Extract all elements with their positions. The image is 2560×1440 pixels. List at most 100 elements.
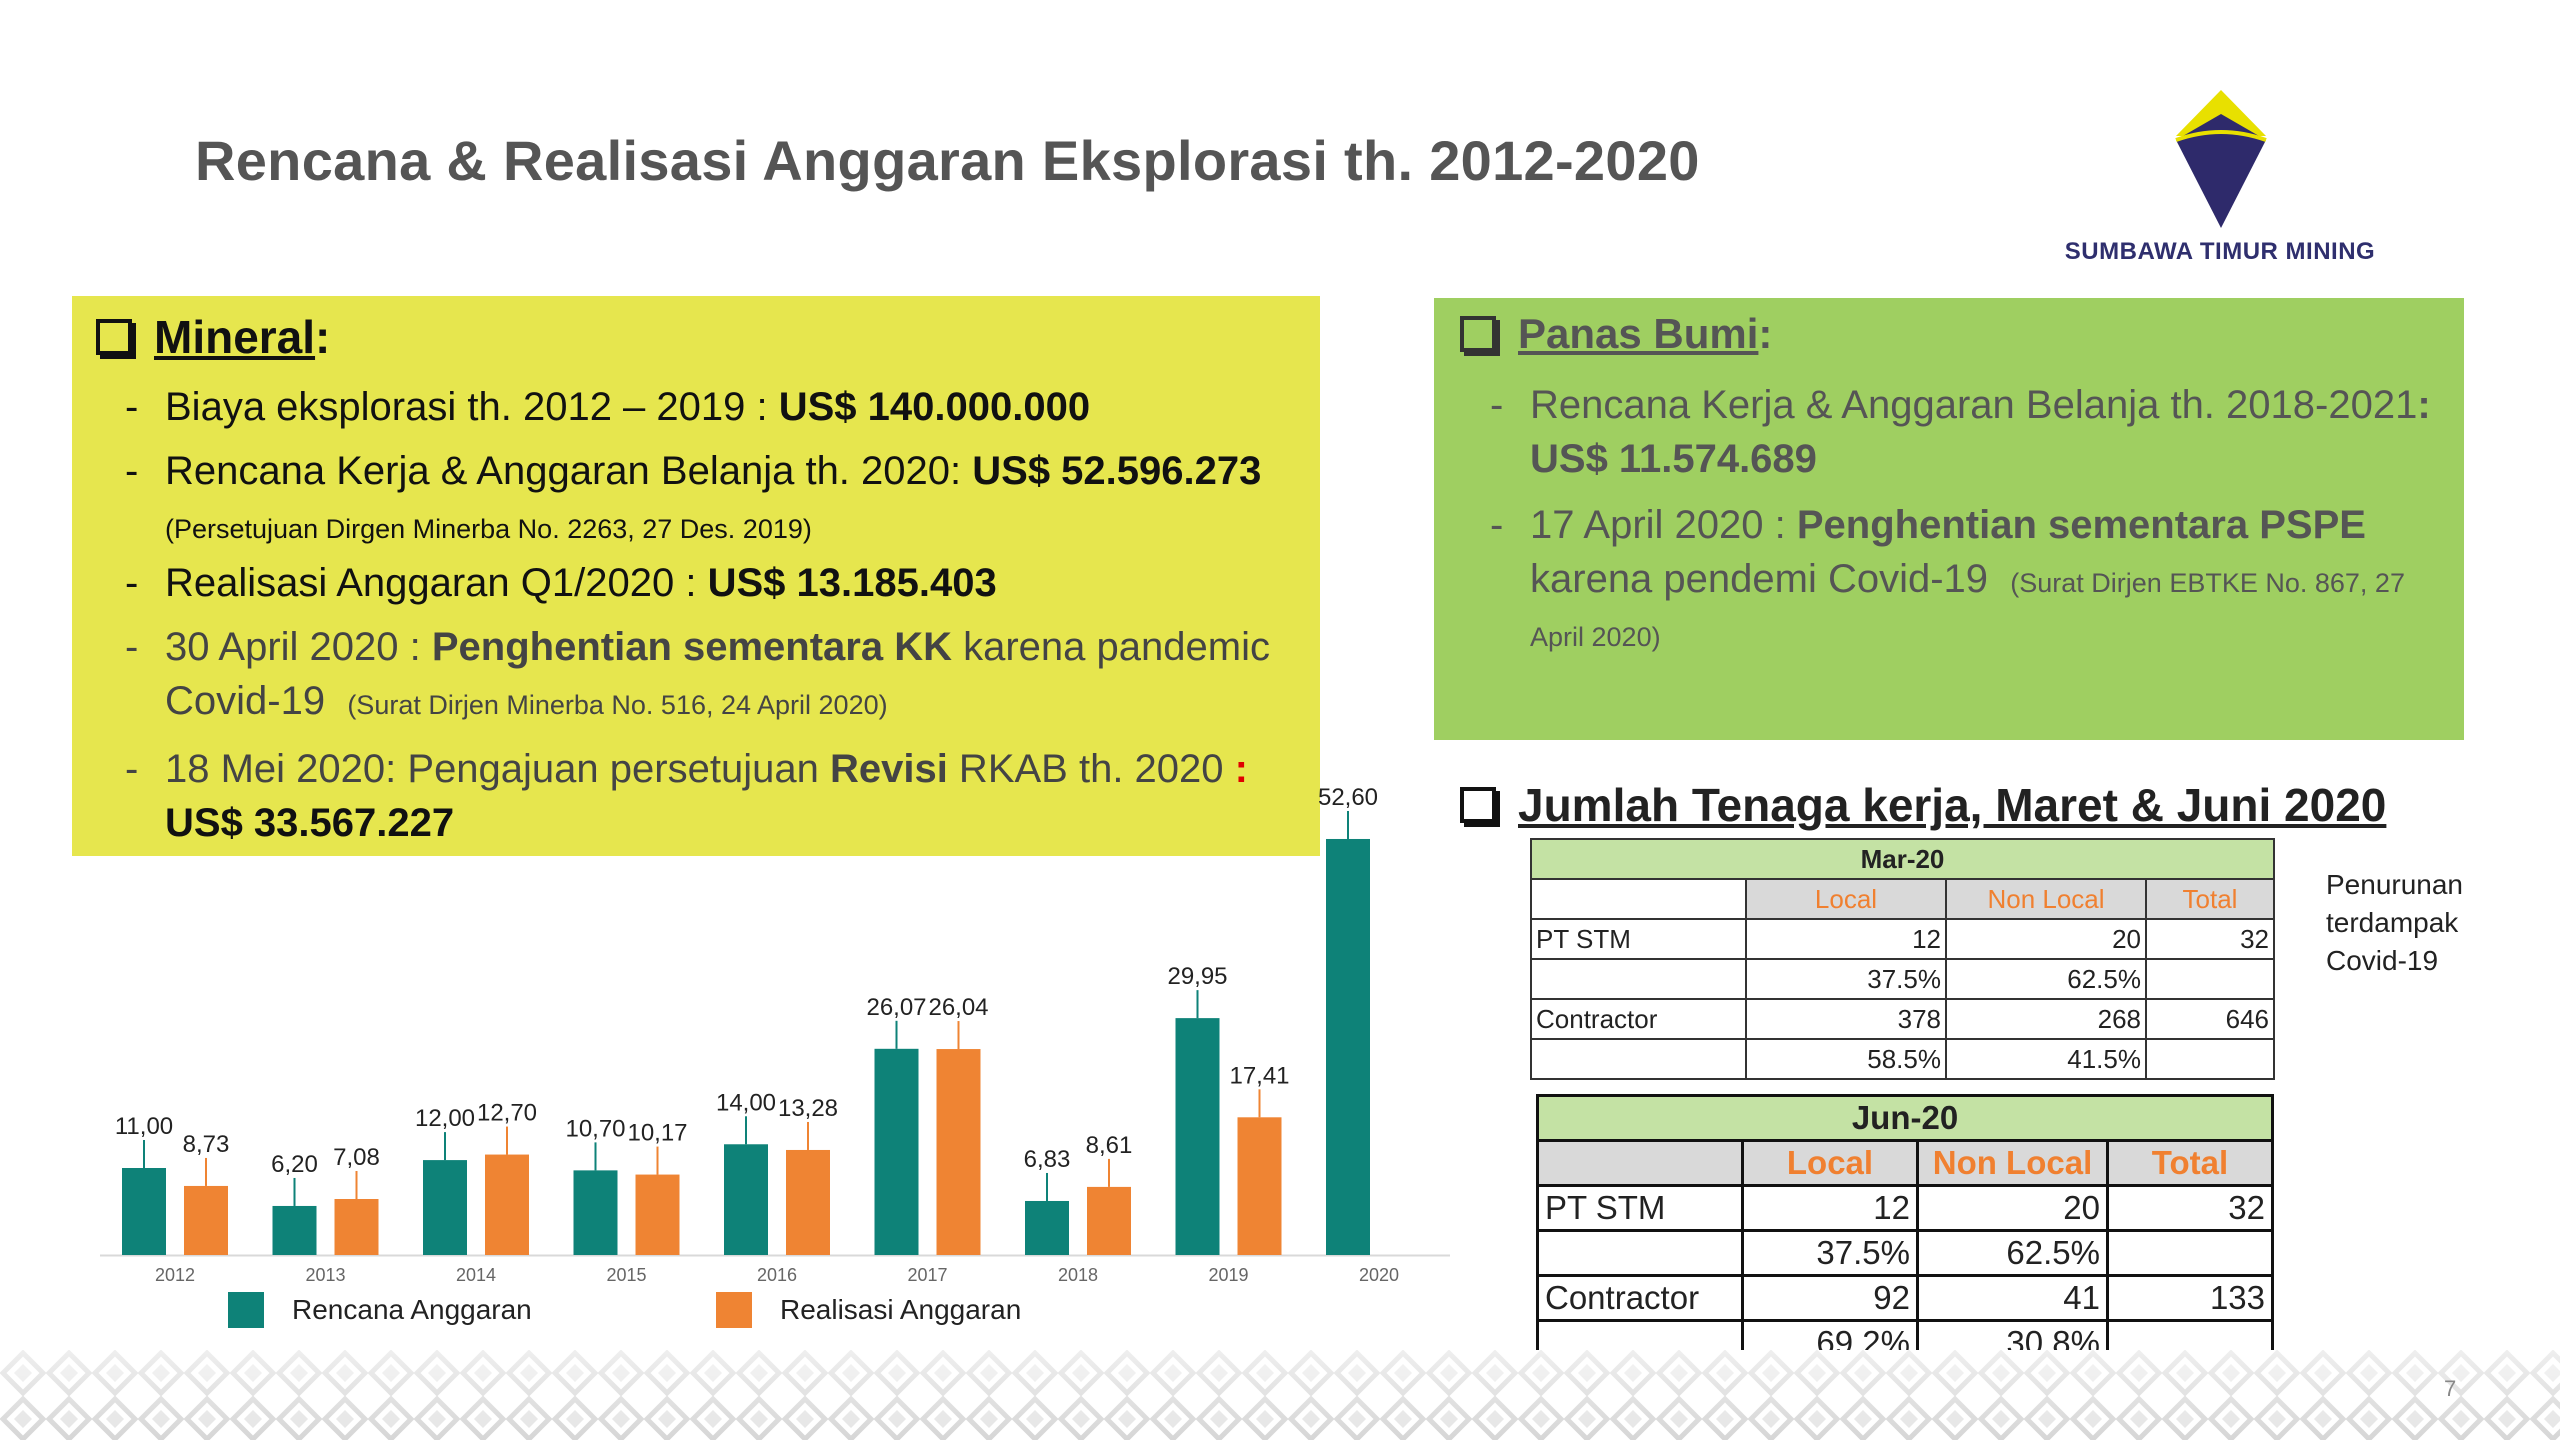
- table-cell: 41.5%: [1945, 1038, 2147, 1080]
- x-tick-label: 2013: [305, 1265, 345, 1285]
- item-bold2: US$ 33.567.227: [165, 801, 455, 845]
- budget-bar-chart: 11,00 8,73 2012 6,20 7,08 2013 12,00 12,70 2014 1…: [100, 784, 1450, 1285]
- table-cell: 37.5%: [1741, 1229, 1919, 1277]
- item-text: Biaya eksplorasi th. 2012 – 2019 :: [165, 385, 779, 429]
- table-cell: 646: [2145, 998, 2275, 1040]
- table-cell: 268: [1945, 998, 2147, 1040]
- table-header: Local: [1745, 878, 1947, 920]
- decorative-pattern: [0, 1350, 2560, 1440]
- table-cell: [2145, 1038, 2275, 1080]
- bar-realisasi-2013: [334, 1199, 379, 1255]
- mineral-heading: Mineral:: [96, 310, 330, 364]
- item-bold: US$ 52.596.273: [972, 449, 1262, 493]
- item-bold: Penghentian sementara KK: [431, 625, 952, 669]
- item-bold: US$ 140.000.000: [778, 385, 1091, 429]
- table-cell: [1530, 1038, 1747, 1080]
- logo-text: SUMBAWA TIMUR MINING: [2064, 238, 2376, 265]
- x-tick-label: 2017: [907, 1265, 947, 1285]
- table-header: Non Local: [1945, 878, 2147, 920]
- table-cell: PT STM: [1536, 1184, 1744, 1232]
- item-text: Rencana Kerja & Anggaran Belanja th. 201…: [1530, 383, 2418, 427]
- bar-realisasi-2015: [635, 1174, 680, 1255]
- table-cell: 133: [2106, 1274, 2274, 1322]
- list-item: - Rencana Kerja & Anggaran Belanja th. 20…: [125, 449, 1262, 544]
- covid-note: Penurunan terdampak Covid-19: [2326, 866, 2463, 980]
- item-text2: karena pendemi Covid-19: [1530, 557, 1989, 601]
- item-bold: US$ 13.185.403: [707, 561, 997, 605]
- legend-label: Realisasi Anggaran: [780, 1294, 1022, 1325]
- mineral-list: - Biaya eksplorasi th. 2012 – 2019 : US$ …: [125, 380, 1305, 860]
- data-label: 12,70: [477, 1100, 537, 1127]
- bar-realisasi-2017: [936, 1049, 981, 1255]
- x-tick-label: 2016: [757, 1265, 797, 1285]
- mineral-panel: [72, 296, 1320, 856]
- data-label: 29,95: [1167, 963, 1227, 990]
- item-note: (Surat Dirjen Minerba No. 516, 24 April …: [347, 690, 888, 720]
- item-text: 18 Mei 2020: Pengajuan persetujuan: [165, 747, 830, 791]
- item-bold: Revisi: [829, 747, 948, 791]
- table-cell: PT STM: [1530, 918, 1747, 960]
- table-cell: 62.5%: [1916, 1229, 2109, 1277]
- x-tick-label: 2014: [456, 1265, 496, 1285]
- data-label: 17,41: [1229, 1062, 1289, 1089]
- bar-rencana-2014: [423, 1160, 467, 1255]
- data-label: 13,28: [778, 1095, 838, 1122]
- bar-realisasi-2014: [485, 1154, 529, 1255]
- data-label: 7,08: [333, 1144, 380, 1171]
- table-cell: 58.5%: [1745, 1038, 1947, 1080]
- x-tick-label: 2020: [1359, 1265, 1399, 1285]
- panas-bumi-panel: [1434, 298, 2464, 740]
- data-label: 8,61: [1086, 1132, 1133, 1159]
- table-header: Non Local: [1916, 1139, 2109, 1187]
- table-cell: 20: [1916, 1184, 2109, 1232]
- item-note: (Surat Dirjen EBTKE No. 867, 27 April 20…: [1530, 568, 2405, 652]
- x-tick-label: 2018: [1058, 1265, 1098, 1285]
- item-bold: : US$ 11.574.689: [1530, 383, 2431, 481]
- data-label: 11,00: [115, 1113, 173, 1140]
- checkbox-icon: [1460, 787, 1496, 823]
- x-tick-label: 2012: [155, 1265, 195, 1285]
- list-item: -17 April 2020 : Penghentian sementara P…: [1490, 503, 2405, 652]
- panas-heading-text: Panas Bumi: [1518, 310, 1759, 357]
- panas-list: - Rencana Kerja & Anggaran Belanja th. 20…: [1490, 378, 2450, 672]
- item-text2: RKAB th. 2020: [947, 747, 1235, 791]
- page-title: Rencana & Realisasi Anggaran Eksplorasi …: [195, 129, 1700, 192]
- note-line: terdampak: [2326, 907, 2459, 938]
- table-mar-20: Mar-20 Local Non Local Total PT STM 12 20 3…: [1530, 838, 2275, 1080]
- table-header-blank: [1536, 1139, 1744, 1187]
- list-item: -18 Mei 2020: Pengajuan persetujuan Revi…: [125, 747, 1248, 845]
- table-row: 58.5% 41.5%: [1530, 1038, 2275, 1080]
- mineral-heading-text: Mineral: [154, 311, 316, 363]
- table-cell: 41: [1916, 1274, 2109, 1322]
- page-number: 7: [2444, 1376, 2457, 1401]
- data-label: 52,60: [1318, 784, 1378, 811]
- note-line: Penurunan: [2326, 869, 2464, 900]
- checkbox-icon: [1460, 316, 1496, 352]
- legend-rencana: Rencana Anggaran: [228, 1292, 532, 1328]
- bar-rencana-2020: [1326, 838, 1370, 1255]
- legend-swatch: [716, 1292, 752, 1328]
- item-text: Realisasi Anggaran Q1/2020 :: [165, 561, 708, 605]
- company-logo: SUMBAWA TIMUR MINING: [2060, 88, 2380, 278]
- x-tick-label: 2015: [606, 1265, 646, 1285]
- table-cell: 92: [1741, 1274, 1919, 1322]
- table-header: Total: [2145, 878, 2275, 920]
- data-label: 8,73: [183, 1131, 230, 1158]
- list-item: - Realisasi Anggaran Q1/2020 : US$ 13.185…: [125, 561, 997, 605]
- table-row: Contractor 92 41 133: [1536, 1274, 2274, 1322]
- mineral-heading-colon: :: [315, 311, 331, 363]
- bar-rencana-2017: [874, 1048, 919, 1255]
- panas-heading: Panas Bumi :: [1460, 310, 1772, 358]
- bar-realisasi-2019: [1237, 1117, 1282, 1255]
- panas-heading-colon: :: [1758, 310, 1773, 357]
- table-cell: [1530, 958, 1747, 1000]
- table-cell: 378: [1745, 998, 1947, 1040]
- table-cell: 12: [1745, 918, 1947, 960]
- table-cell: 20: [1945, 918, 2147, 960]
- bar-realisasi-2012: [184, 1185, 228, 1255]
- note-line: Covid-19: [2326, 945, 2439, 976]
- legend-label: Rencana Anggaran: [292, 1294, 532, 1325]
- table-cell: 62.5%: [1945, 958, 2147, 1000]
- data-label: 6,20: [271, 1151, 318, 1178]
- legend-realisasi: Realisasi Anggaran: [716, 1292, 1021, 1328]
